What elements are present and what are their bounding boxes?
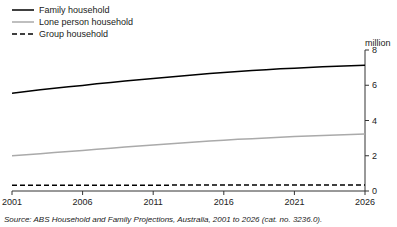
x-tick-label: 2021 — [284, 197, 304, 207]
y-tick — [365, 191, 369, 192]
chart: 20012006201120162021202602468millionFami… — [0, 0, 397, 227]
x-tick — [153, 191, 154, 195]
legend-label: Family household — [39, 5, 110, 15]
y-tick-label: 2 — [372, 151, 377, 161]
x-tick-label: 2026 — [355, 197, 375, 207]
legend-swatch — [12, 21, 34, 23]
source-note: Source: ABS Household and Family Project… — [4, 215, 322, 224]
x-tick-label: 2006 — [73, 197, 93, 207]
series-line — [12, 65, 365, 93]
x-tick — [294, 191, 295, 195]
x-tick — [12, 191, 13, 195]
y-tick — [365, 50, 369, 51]
y-tick — [365, 120, 369, 121]
legend-label: Group household — [39, 29, 108, 39]
x-tick — [82, 191, 83, 195]
x-tick-label: 2001 — [2, 197, 22, 207]
legend-label: Lone person household — [39, 17, 133, 27]
series-line — [12, 134, 365, 156]
plot-area — [12, 65, 365, 185]
series-line — [12, 184, 365, 186]
x-tick — [223, 191, 224, 195]
legend-swatch — [12, 33, 34, 35]
x-tick — [365, 191, 366, 195]
y-tick-label: 4 — [372, 116, 377, 126]
x-tick-label: 2011 — [144, 197, 163, 207]
x-tick-label: 2016 — [214, 197, 234, 207]
y-tick-label: 0 — [372, 186, 377, 196]
y-tick — [365, 155, 369, 156]
y-tick — [365, 85, 369, 86]
legend-swatch — [12, 9, 34, 11]
x-axis-line — [12, 191, 365, 192]
y-axis-label: million — [365, 38, 391, 48]
y-tick-label: 6 — [372, 80, 377, 90]
legend: Family household Lone person household Gro… — [12, 5, 133, 39]
